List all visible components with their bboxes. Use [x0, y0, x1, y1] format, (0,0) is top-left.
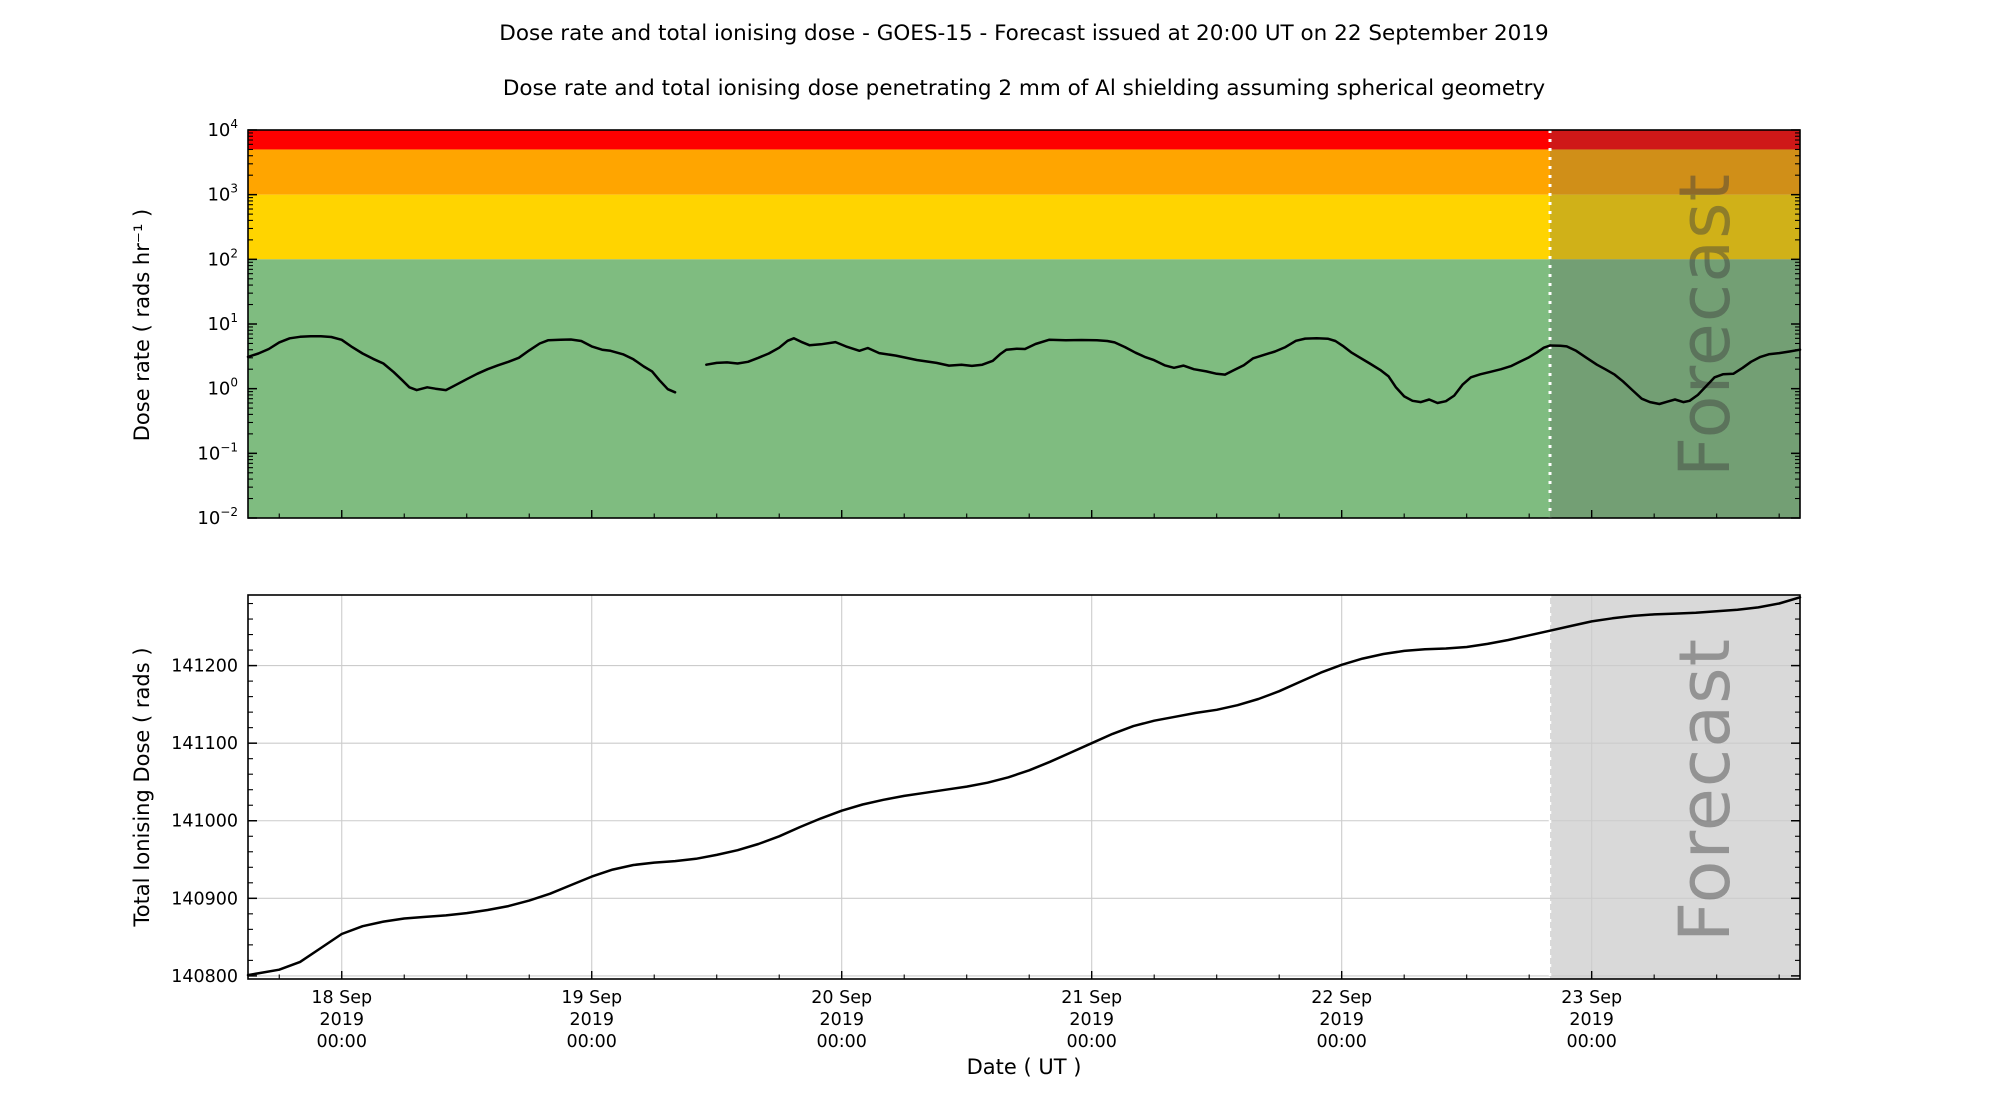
main-title: Dose rate and total ionising dose - GOES… [499, 21, 1548, 46]
red-alert-band [248, 130, 1800, 150]
dose-rate-ytick-label: 10−1 [197, 440, 238, 464]
date-tick-label: 18 Sep 2019 00:00 [311, 988, 372, 1052]
total-dose-ytick-label: 140800 [171, 967, 238, 987]
yellow-alert-band [248, 194, 1800, 260]
dose-rate-axis-label: Dose rate ( rads hr⁻¹ ) [130, 209, 154, 442]
forecast-overlay-rect [1550, 130, 1800, 518]
dose-rate-line-observed-segment-1 [246, 335, 677, 394]
date-tick-label: 20 Sep 2019 00:00 [811, 988, 872, 1052]
date-tick-label: 19 Sep 2019 00:00 [561, 988, 622, 1052]
total-dose-ytick-label: 141000 [171, 812, 238, 832]
dose-rate-bands [248, 130, 1800, 518]
forecast-watermark-bottom: Forecast [1664, 638, 1746, 942]
date-tick-label: 23 Sep 2019 00:00 [1561, 988, 1622, 1052]
x-axis-label: Date ( UT ) [967, 1055, 1082, 1079]
total-dose-grid [248, 595, 1800, 979]
total-dose-ytick-label: 141200 [171, 657, 238, 677]
plot-frame [247, 594, 1801, 980]
dose-rate-ytick-label: 100 [207, 376, 238, 400]
dose-rate-ytick-label: 103 [207, 182, 238, 206]
orange-alert-band [248, 149, 1800, 195]
dose-rate-ytick-label: 104 [207, 117, 238, 141]
dose-rate-forecast-overlay [1550, 130, 1800, 518]
tick-labels: 104 103 102 101 100 10−1 10−2 140800 140900 14100… [171, 117, 1622, 1052]
green-safe-band [248, 259, 1800, 518]
subtitle: Dose rate and total ionising dose penetr… [503, 76, 1546, 101]
total-dose-ytick-label: 141100 [171, 734, 238, 754]
total-dose-axes [247, 594, 1801, 980]
dose-rate-series [246, 335, 1802, 406]
total-dose-ytick-label: 140900 [171, 889, 238, 909]
total-dose-line [246, 596, 1802, 977]
forecast-watermark-top: Forecast [1664, 173, 1746, 477]
date-tick-label: 22 Sep 2019 00:00 [1311, 988, 1372, 1052]
dose-rate-line-forecast-segment [1548, 344, 1802, 406]
date-tick-label: 21 Sep 2019 00:00 [1061, 988, 1122, 1052]
dose-rate-ytick-label: 10−2 [197, 505, 238, 529]
dose-rate-line-observed-segment-2 [705, 337, 1552, 405]
dose-rate-ytick-label: 101 [207, 311, 238, 335]
dose-rate-ytick-label: 102 [207, 246, 238, 270]
total-dose-series [246, 596, 1802, 977]
total-dose-axis-label: Total Ionising Dose ( rads ) [130, 647, 154, 927]
dose-rate-axes [247, 129, 1801, 519]
